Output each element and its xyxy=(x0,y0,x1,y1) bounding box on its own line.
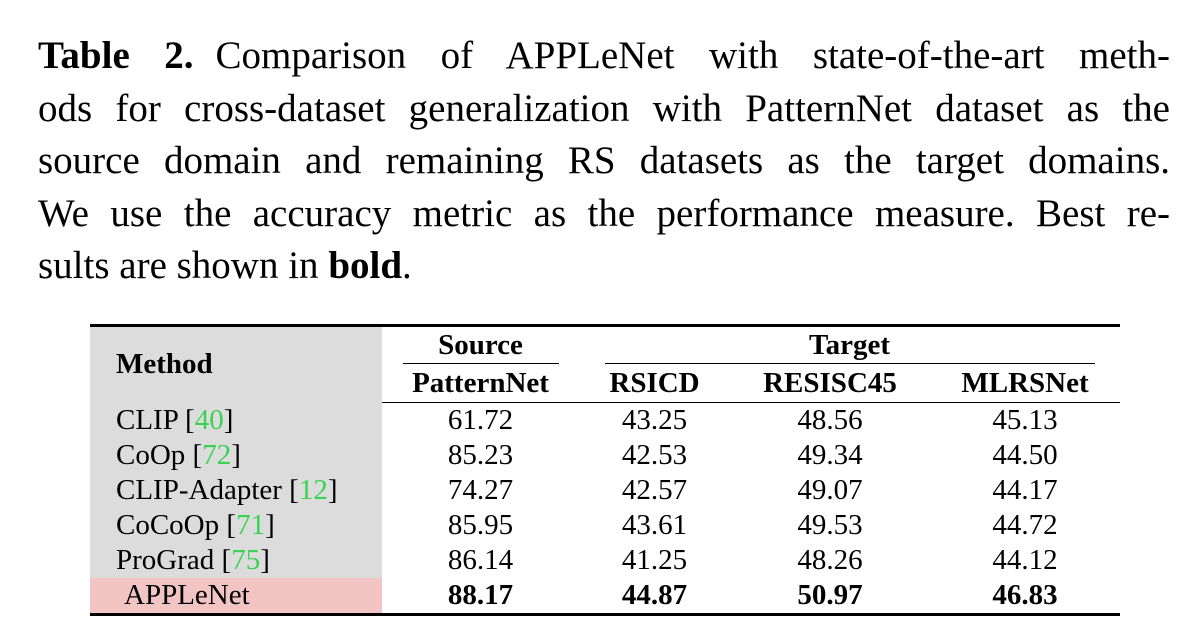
results-table-container: Method Source Target PatternNet RSICD RE… xyxy=(90,324,1121,616)
caption-text-5: sults are shown in xyxy=(38,244,329,287)
column-header-resisc45: RESISC45 xyxy=(730,364,930,403)
value-cell: 44.17 xyxy=(992,474,1058,506)
value-cell: 44.12 xyxy=(992,544,1058,576)
value-cell: 49.53 xyxy=(797,509,863,541)
value-cell: 48.26 xyxy=(797,544,863,576)
citation-link[interactable]: 71 xyxy=(236,509,266,541)
column-header-mlrsnet: MLRSNet xyxy=(930,364,1121,403)
column-header-rsicd: RSICD xyxy=(579,364,730,403)
results-table: Method Source Target PatternNet RSICD RE… xyxy=(90,324,1121,616)
table-caption: Table 2. Comparison of APPLeNet with stat… xyxy=(38,30,1170,293)
method-cell: CLIP-Adapter [12] xyxy=(90,473,382,508)
value-cell: 48.56 xyxy=(797,404,863,436)
value-cell: 85.23 xyxy=(447,439,514,471)
method-header: Method xyxy=(90,324,382,403)
value-cell: 44.72 xyxy=(992,509,1058,541)
source-header-label: Source xyxy=(402,327,559,364)
value-cell: 43.61 xyxy=(621,509,688,541)
caption-period: . xyxy=(402,244,412,287)
table-row: CoOp [72] 85.23 42.53 49.34 44.50 xyxy=(90,438,1120,473)
method-name: CoCoOp xyxy=(116,509,227,541)
method-name: CLIP xyxy=(116,403,186,436)
source-header: Source xyxy=(382,324,579,364)
citation-link[interactable]: 75 xyxy=(231,544,261,576)
method-cell: CoCoOp [71] xyxy=(90,508,382,543)
best-value-cell: 50.97 xyxy=(730,578,930,616)
table-row: CLIP [40] 61.72 43.25 48.56 45.13 xyxy=(90,402,1120,438)
table-row: ProGrad [75] 86.14 41.25 48.26 44.12 xyxy=(90,543,1120,578)
value-cell: 49.07 xyxy=(797,474,863,506)
best-value-cell: 88.17 xyxy=(382,578,579,616)
value-cell: 44.50 xyxy=(992,439,1058,471)
target-header-label: Target xyxy=(604,327,1095,364)
value-cell: 61.72 xyxy=(447,404,514,436)
best-value-cell: 46.83 xyxy=(930,578,1121,616)
best-value-cell: 44.87 xyxy=(579,578,730,616)
table-label: Table 2. xyxy=(38,34,194,77)
value-cell: 42.57 xyxy=(621,474,688,506)
caption-line-3: source domain and remaining RS datasets … xyxy=(38,139,1170,182)
column-header-patternnet: PatternNet xyxy=(382,364,579,403)
caption-line-2: ods for cross-dataset generalization wit… xyxy=(38,86,1170,130)
value-cell: 43.25 xyxy=(621,404,688,436)
caption-text-1: Comparison of APPLeNet with state-of-the… xyxy=(215,34,1170,77)
header-row-datasets: PatternNet RSICD RESISC45 MLRSNet xyxy=(90,364,1121,403)
method-name: ProGrad xyxy=(116,544,222,576)
value-cell: 86.14 xyxy=(447,544,514,576)
method-name: CLIP-Adapter xyxy=(116,474,290,506)
value-cell: 45.13 xyxy=(992,404,1058,436)
citation-link[interactable]: 40 xyxy=(194,403,224,436)
value-cell: 85.95 xyxy=(447,509,514,541)
method-cell: ProGrad [75] xyxy=(90,543,382,578)
caption-line-5: sults are shown in bold. xyxy=(38,240,1170,293)
caption-line-4: We use the accuracy metric as the perfor… xyxy=(38,191,1170,235)
target-header: Target xyxy=(579,324,1121,364)
value-cell: 49.34 xyxy=(797,439,863,471)
value-cell: 42.53 xyxy=(621,439,688,471)
method-name: CoOp xyxy=(116,439,193,471)
method-cell-ours: APPLeNet xyxy=(90,578,382,616)
citation-link[interactable]: 72 xyxy=(202,439,232,471)
method-cell: CLIP [40] xyxy=(90,402,382,438)
table-row: CoCoOp [71] 85.95 43.61 49.53 44.72 xyxy=(90,508,1120,543)
caption-bold-word: bold xyxy=(328,244,403,287)
caption-line-1: Table 2. Comparison of APPLeNet with stat… xyxy=(38,30,1170,83)
method-cell: CoOp [72] xyxy=(90,438,382,473)
value-cell: 74.27 xyxy=(447,474,514,506)
table-row-ours: APPLeNet 88.17 44.87 50.97 46.83 xyxy=(90,578,1121,616)
table-row: CLIP-Adapter [12] 74.27 42.57 49.07 44.1… xyxy=(90,473,1120,508)
citation-link[interactable]: 12 xyxy=(298,474,328,506)
value-cell: 41.25 xyxy=(621,544,688,576)
header-row-groups: Method Source Target xyxy=(90,324,1121,403)
